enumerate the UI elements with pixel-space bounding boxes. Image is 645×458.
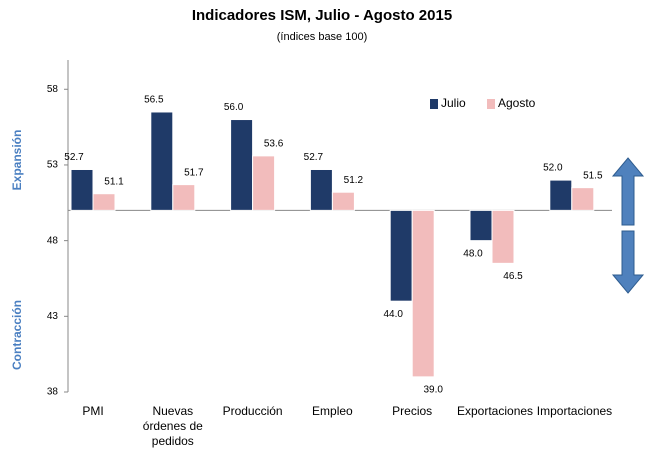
bar: [172, 184, 196, 211]
value-label: 51.1: [104, 176, 124, 187]
y-tick-label: 53: [47, 160, 59, 171]
bar: [491, 209, 515, 264]
bar: [70, 168, 94, 211]
value-label: 44.0: [383, 309, 403, 320]
value-label: 52.0: [543, 163, 563, 174]
legend-label: Agosto: [498, 96, 536, 110]
value-label: 51.2: [344, 175, 364, 186]
bar: [411, 209, 435, 378]
value-label: 51.7: [184, 167, 204, 178]
value-label: 52.7: [304, 152, 324, 163]
y-label-upper: Expansión: [10, 130, 24, 191]
x-tick-label: Producción: [222, 404, 283, 418]
bar: [309, 168, 333, 211]
chart-title: Indicadores ISM, Julio - Agosto 2015: [192, 7, 452, 24]
y-tick-label: 58: [47, 84, 59, 95]
bar: [571, 187, 595, 211]
chart-subtitle: (índices base 100): [277, 31, 368, 43]
x-tick-label: Exportaciones: [457, 404, 534, 418]
arrows: [611, 157, 645, 294]
bar: [92, 193, 116, 211]
bar: [150, 111, 174, 211]
bar: [331, 191, 355, 211]
bar: [389, 209, 413, 302]
value-label: 52.7: [64, 152, 84, 163]
y-label-lower: Contracción: [10, 300, 24, 370]
x-tick-label: Nuevas órdenes de pedidos: [142, 404, 203, 448]
up-arrow: [611, 157, 645, 226]
value-label: 48.0: [463, 248, 483, 259]
bar: [230, 119, 254, 211]
x-tick-label: Precios: [392, 404, 433, 418]
legend-swatch: [430, 99, 438, 109]
value-label: 51.5: [583, 170, 603, 181]
value-label: 53.6: [264, 139, 284, 150]
value-label: 39.0: [423, 385, 443, 396]
legend-label: Julio: [441, 96, 466, 110]
x-tick-label: Empleo: [312, 404, 353, 418]
bar: [469, 209, 493, 242]
legend-swatch: [487, 99, 495, 109]
bar: [252, 155, 276, 211]
value-label: 56.0: [224, 102, 244, 113]
down-arrow: [611, 230, 645, 294]
y-tick-label: 43: [47, 311, 59, 322]
bar: [549, 179, 573, 211]
x-tick-label: PMI: [82, 404, 104, 418]
y-tick-label: 38: [47, 387, 59, 398]
y-tick-label: 48: [47, 235, 59, 246]
value-label: 46.5: [503, 271, 523, 282]
value-label: 56.5: [144, 95, 164, 106]
x-tick-label: Importaciones: [536, 404, 613, 418]
